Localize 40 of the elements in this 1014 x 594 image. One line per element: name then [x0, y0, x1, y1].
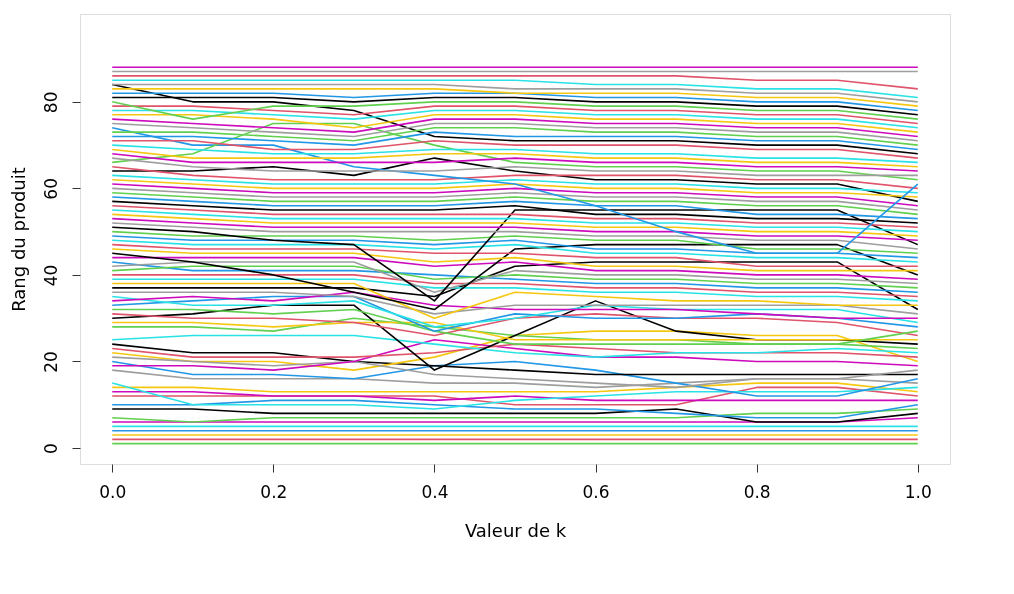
x-axis-title: Valeur de k	[464, 519, 567, 541]
line-series	[111, 122, 919, 181]
line-series	[111, 157, 919, 177]
y-tick-label: 60	[40, 178, 61, 200]
line-series	[111, 101, 919, 120]
line-series	[111, 356, 919, 389]
line-series	[111, 282, 919, 319]
line-series	[111, 243, 919, 311]
line-series	[111, 243, 919, 268]
y-tick-label: 20	[40, 351, 61, 373]
x-tick-label: 0.2	[260, 481, 288, 502]
x-tick-label: 0.8	[743, 481, 771, 502]
line-series	[111, 191, 919, 216]
line-series	[111, 127, 919, 255]
line-series	[111, 256, 919, 281]
line-series	[111, 313, 919, 337]
line-series	[111, 308, 919, 345]
line-series	[111, 157, 919, 203]
x-tick-label: 0.4	[421, 481, 449, 502]
line-series	[111, 360, 919, 397]
line-series	[111, 165, 919, 190]
line-series	[111, 248, 919, 272]
line-series	[111, 222, 919, 250]
line-series	[111, 230, 919, 255]
line-series	[111, 334, 919, 358]
y-tick-label: 0	[40, 443, 61, 454]
x-tick-label: 0.6	[582, 481, 610, 502]
x-tick-label: 0.0	[99, 481, 127, 502]
line-series	[111, 88, 919, 107]
line-series	[111, 408, 919, 423]
line-series	[111, 83, 919, 155]
line-series	[111, 204, 919, 229]
line-series	[111, 139, 919, 159]
line-series	[111, 399, 919, 419]
y-tick-label: 40	[40, 264, 61, 287]
y-axis-title: Rang du produit	[7, 167, 29, 312]
y-tick-label: 80	[40, 91, 61, 114]
x-tick-label: 1.0	[904, 481, 932, 502]
line-series	[111, 114, 919, 133]
line-series	[111, 217, 919, 242]
